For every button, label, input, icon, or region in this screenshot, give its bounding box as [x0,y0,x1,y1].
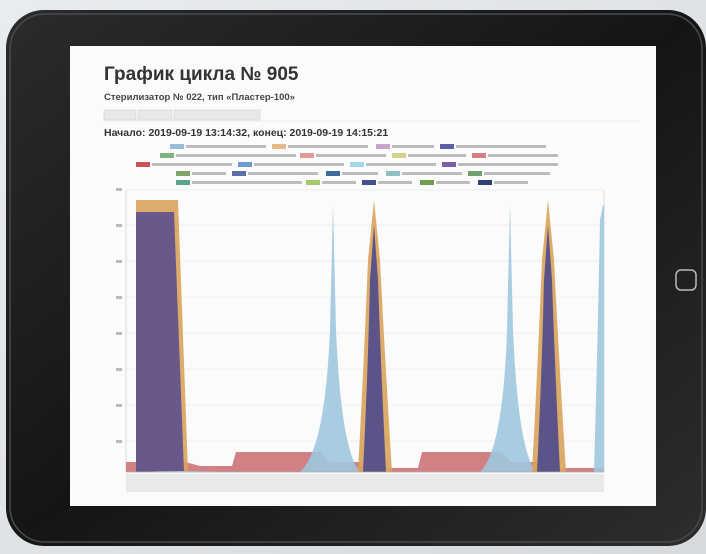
legend-text-blur [436,181,470,184]
legend-swatch [392,153,406,158]
legend-swatch [300,153,314,158]
legend-swatch [136,162,150,167]
legend-text-blur [288,145,368,148]
legend-text-blur [392,145,434,148]
chart-area [116,188,605,492]
legend-swatch [176,180,190,185]
legend-text-blur [488,154,558,157]
legend-text-blur [248,172,318,175]
tab[interactable] [137,109,173,121]
legend-text-blur [402,172,462,175]
legend-text-blur [254,163,344,166]
legend-swatch [472,153,486,158]
legend-swatch [468,171,482,176]
blue-spike [300,205,360,472]
page-title: График цикла № 905 [104,64,299,85]
blue-spike [594,205,604,472]
home-button [675,269,697,291]
legend-swatch [160,153,174,158]
purple-spike [363,225,386,472]
legend-text-blur [458,163,558,166]
tabs [103,109,640,122]
purple-spike [537,225,560,472]
legend-swatch [326,171,340,176]
legend-text-blur [494,181,528,184]
tab[interactable] [103,109,137,121]
legend-text-blur [316,154,386,157]
legend-swatch [176,171,190,176]
legend-swatch [306,180,320,185]
purple-area [136,212,184,472]
legend [136,144,558,185]
blue-spike [480,205,536,472]
tab[interactable] [173,109,261,121]
cycle-period: Начало: 2019-09-19 13:14:32, конец: 2019… [104,127,388,139]
legend-swatch [232,171,246,176]
legend-swatch [238,162,252,167]
legend-text-blur [484,172,550,175]
legend-text-blur [456,145,546,148]
legend-swatch [440,144,454,149]
legend-text-blur [192,172,226,175]
legend-swatch [376,144,390,149]
x-axis-label-blur [126,474,604,492]
legend-text-blur [342,172,378,175]
legend-swatch [350,162,364,167]
legend-text-blur [152,163,232,166]
legend-swatch [272,144,286,149]
legend-text-blur [176,154,296,157]
legend-text-blur [322,181,356,184]
page-subtitle: Стерилизатор № 022, тип «Пластер-100» [104,92,295,103]
legend-swatch [362,180,376,185]
legend-swatch [386,171,400,176]
legend-text-blur [408,154,466,157]
legend-swatch [170,144,184,149]
legend-text-blur [186,145,266,148]
tablet-edge [9,13,703,543]
legend-text-blur [192,181,302,184]
legend-text-blur [378,181,412,184]
legend-swatch [478,180,492,185]
legend-text-blur [366,163,436,166]
y-axis-label-blur [116,188,122,443]
legend-swatch [442,162,456,167]
legend-swatch [420,180,434,185]
